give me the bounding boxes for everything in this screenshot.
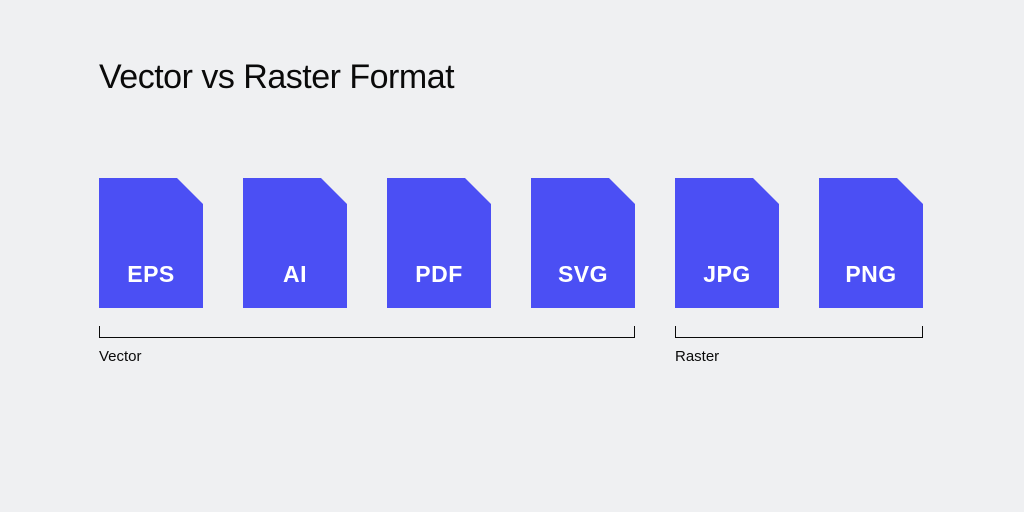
file-icon-png: PNG [819, 178, 923, 308]
file-fold-icon [753, 178, 779, 204]
file-fold-icon [609, 178, 635, 204]
file-icon-pdf: PDF [387, 178, 491, 308]
file-fold-icon [897, 178, 923, 204]
file-icon-label: EPS [127, 261, 175, 288]
file-icons-row: EPS AI PDF SVG JPG PNG [99, 178, 923, 308]
file-icon-label: AI [283, 261, 307, 288]
file-fold-icon [177, 178, 203, 204]
file-icon-label: SVG [558, 261, 608, 288]
file-fold-icon [321, 178, 347, 204]
file-icon-jpg: JPG [675, 178, 779, 308]
file-icon-eps: EPS [99, 178, 203, 308]
bracket-line [675, 326, 923, 338]
file-icon-ai: AI [243, 178, 347, 308]
file-icon-label: PNG [845, 261, 896, 288]
file-icon-label: JPG [703, 261, 751, 288]
file-icon-svg: SVG [531, 178, 635, 308]
bracket-label-vector: Vector [99, 348, 142, 365]
page-title: Vector vs Raster Format [99, 58, 454, 97]
bracket-label-raster: Raster [675, 348, 719, 365]
infographic-canvas: Vector vs Raster Format EPS AI PDF SVG JPG PN… [0, 0, 1024, 512]
bracket-line [99, 326, 635, 338]
file-fold-icon [465, 178, 491, 204]
file-icon-label: PDF [415, 261, 463, 288]
bracket-raster: Raster [675, 326, 923, 338]
bracket-vector: Vector [99, 326, 635, 338]
